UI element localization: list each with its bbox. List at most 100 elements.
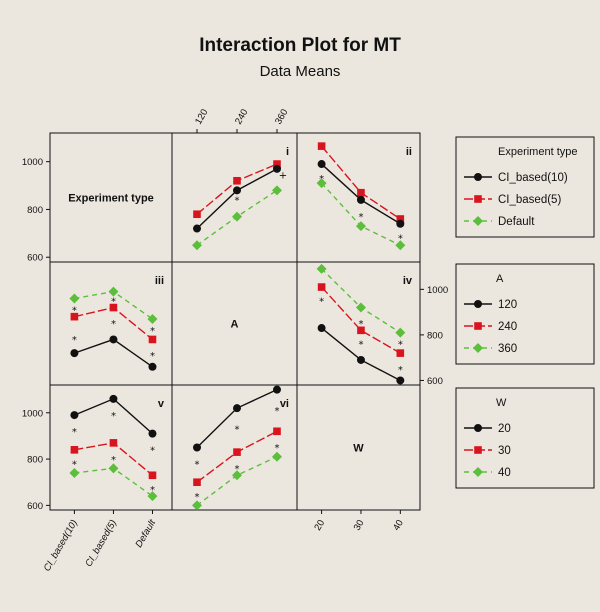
panel-frame xyxy=(171,132,298,263)
data-point xyxy=(70,349,79,358)
series-line xyxy=(321,286,401,354)
panel-frame xyxy=(49,384,173,511)
y-tick-label: 1000 xyxy=(22,408,43,419)
significance-marker: * xyxy=(111,455,116,466)
data-point xyxy=(357,326,365,335)
data-point xyxy=(273,427,281,436)
significance-marker: * xyxy=(111,411,116,422)
legend-title: W xyxy=(496,397,507,409)
significance-marker: * xyxy=(275,443,280,454)
data-point xyxy=(108,463,119,474)
data-point xyxy=(109,394,118,403)
x-tick-label: 30 xyxy=(352,518,367,533)
data-point xyxy=(193,210,201,219)
y-tick-label: 800 xyxy=(27,205,43,216)
data-point xyxy=(356,195,365,204)
data-point xyxy=(356,355,365,364)
significance-marker: * xyxy=(195,459,200,470)
panel-label: vi xyxy=(280,398,289,410)
y-tick-label: 1000 xyxy=(22,157,43,168)
data-point xyxy=(148,429,157,438)
data-point xyxy=(109,335,118,344)
panel-frame xyxy=(296,384,421,511)
significance-marker: * xyxy=(398,340,403,351)
panel-i: * + i xyxy=(192,146,289,251)
legend-title: A xyxy=(496,273,504,285)
data-point xyxy=(108,286,119,297)
data-point xyxy=(233,186,241,195)
legend-title: Experiment type xyxy=(498,146,577,158)
legend-box: W 20 30 40 xyxy=(455,387,595,489)
legend-item-label: 30 xyxy=(498,445,511,457)
diagonal-factor-label: W xyxy=(353,443,364,455)
legend-item-label: 40 xyxy=(498,467,511,479)
data-point xyxy=(148,471,157,480)
data-point xyxy=(395,327,406,338)
panel-iv: * * * * * iv xyxy=(316,263,413,385)
legend-item-label: CI_based(10) xyxy=(498,172,568,184)
legend-item-label: Default xyxy=(498,216,535,228)
chart-title: Interaction Plot for MT xyxy=(199,35,401,56)
data-point xyxy=(355,302,366,313)
data-point xyxy=(193,478,201,487)
data-point xyxy=(232,211,242,222)
x-tick-label: 20 xyxy=(312,518,327,533)
legend-marker xyxy=(474,173,482,181)
data-point xyxy=(70,446,79,454)
legend-box: Experiment type CI_based(10) CI_based(5) De… xyxy=(455,136,595,238)
panel-label: ii xyxy=(406,146,412,158)
data-point xyxy=(148,362,157,371)
legend-item-label: 240 xyxy=(498,321,517,333)
significance-marker: * xyxy=(72,427,77,438)
y-tick-label: 600 xyxy=(27,253,43,264)
data-point xyxy=(396,219,405,228)
diagonal-factor-label: A xyxy=(231,319,239,331)
significance-marker: * xyxy=(358,340,363,351)
legend-marker xyxy=(474,195,482,203)
data-point xyxy=(109,439,118,447)
significance-marker: * xyxy=(398,234,403,245)
panel-label: iv xyxy=(403,275,413,287)
legend-marker xyxy=(474,424,482,432)
legend-frame xyxy=(455,136,595,238)
data-point xyxy=(193,443,201,452)
data-point xyxy=(316,178,327,189)
data-point xyxy=(233,176,241,185)
data-point xyxy=(147,313,158,324)
legend-item-label: 360 xyxy=(498,343,517,355)
significance-marker: * xyxy=(72,335,77,346)
data-point xyxy=(396,376,405,385)
significance-marker: * xyxy=(72,306,77,317)
significance-marker: * xyxy=(235,425,240,436)
significance-marker: * xyxy=(150,446,155,457)
significance-marker: + xyxy=(279,171,287,182)
data-point xyxy=(317,160,326,169)
y-tick-label: 1000 xyxy=(427,285,448,296)
legend-item-label: 20 xyxy=(498,423,511,435)
significance-marker: * xyxy=(235,196,240,207)
y-tick-label: 800 xyxy=(427,330,443,341)
data-point xyxy=(192,500,202,511)
y-tick-label: 600 xyxy=(427,376,443,387)
legend-marker xyxy=(474,300,482,308)
data-point xyxy=(69,293,80,304)
data-point xyxy=(273,160,281,168)
panel-vi: ******vi xyxy=(192,385,289,511)
panel-ii: ***ii xyxy=(316,142,412,251)
legend-marker xyxy=(474,446,482,454)
significance-marker: * xyxy=(111,296,116,307)
data-point xyxy=(317,283,326,291)
data-point xyxy=(233,448,241,456)
diagonal-factor-label: Experiment type xyxy=(68,193,154,205)
data-point xyxy=(232,470,242,481)
data-point xyxy=(316,263,327,274)
data-point xyxy=(355,221,366,232)
data-point xyxy=(317,142,326,150)
significance-marker: * xyxy=(358,319,363,330)
data-point xyxy=(233,404,241,413)
legend-marker xyxy=(474,322,482,330)
data-point xyxy=(357,188,365,197)
panel-frame xyxy=(49,132,173,263)
significance-marker: * xyxy=(195,492,200,503)
